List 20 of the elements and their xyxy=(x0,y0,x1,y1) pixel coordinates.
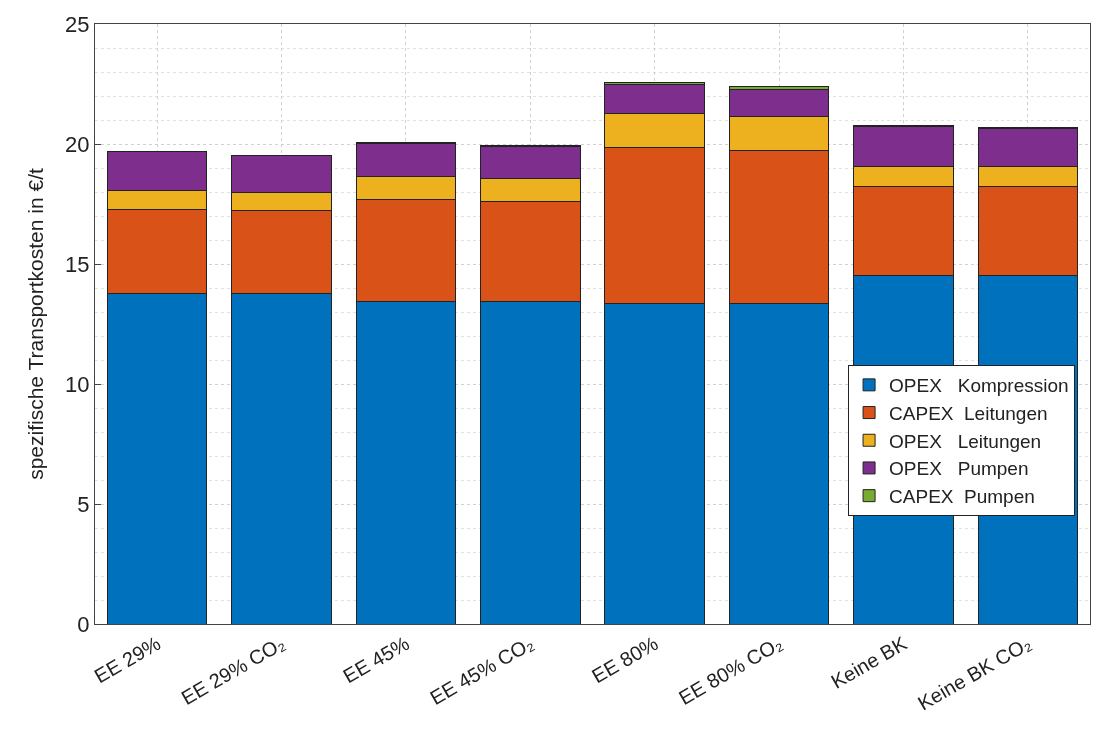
y-axis-title: spezifische Transportkosten in €/t xyxy=(24,168,47,480)
y-tick-label: 0 xyxy=(77,611,90,637)
x-tick-label: EE 45% CO₂ xyxy=(426,632,538,709)
y-tick-label: 20 xyxy=(65,131,90,157)
x-tick-label: EE 45% xyxy=(339,631,414,688)
x-tick-label: EE 80% xyxy=(588,631,662,688)
x-tick-label: EE 29% xyxy=(90,631,165,688)
y-tick-label: 5 xyxy=(77,491,90,517)
legend-label: OPEX Kompression xyxy=(889,375,1069,397)
legend-label: OPEX Pumpen xyxy=(889,458,1029,480)
x-tick-label: EE 80% CO₂ xyxy=(674,632,787,709)
y-tick-label: 15 xyxy=(65,251,90,277)
y-tick-label: 25 xyxy=(65,11,90,37)
legend-label: OPEX Leitungen xyxy=(889,430,1042,452)
legend-label: CAPEX Pumpen xyxy=(889,486,1035,508)
y-tick-label: 10 xyxy=(65,371,90,397)
x-tick-label: Keine BK CO₂ xyxy=(914,632,1035,715)
x-tick-label: Keine BK xyxy=(827,631,912,693)
x-tick-label: EE 29% CO₂ xyxy=(177,632,289,709)
legend-label: CAPEX Leitungen xyxy=(889,402,1048,424)
